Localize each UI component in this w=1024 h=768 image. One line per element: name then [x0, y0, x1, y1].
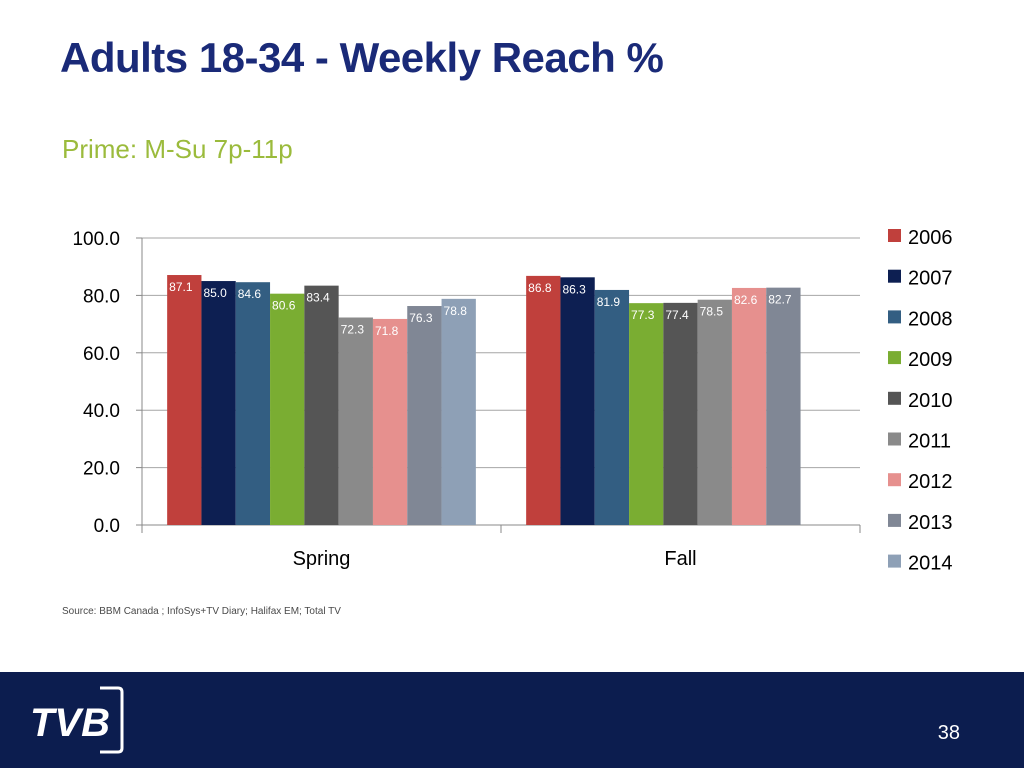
tvb-logo: TVB — [30, 686, 124, 754]
bar — [441, 298, 476, 525]
footer-band — [0, 672, 1024, 768]
legend-swatch — [888, 513, 901, 527]
legend-swatch — [888, 391, 901, 405]
bar — [594, 289, 630, 525]
y-tick-label: 20.0 — [83, 459, 120, 480]
legend-swatch — [888, 432, 901, 446]
bar — [235, 282, 271, 525]
bar — [338, 317, 373, 525]
legend-label: 2006 — [908, 227, 953, 249]
bar — [731, 287, 767, 525]
data-label: 77.3 — [631, 308, 655, 322]
bar — [304, 285, 339, 525]
data-label: 76.3 — [409, 311, 433, 325]
legend-swatch — [888, 229, 901, 242]
bar — [407, 306, 442, 525]
legend-swatch — [888, 269, 901, 283]
bar — [372, 318, 408, 525]
data-label: 80.6 — [272, 299, 296, 313]
bar — [697, 299, 732, 525]
legend-label: 2008 — [908, 308, 953, 330]
axes: 0.0 20.0 40.0 60.0 80.0 100.0 Spring Fall — [72, 229, 861, 570]
bars — [167, 275, 801, 525]
legend-swatch — [888, 473, 901, 487]
bar — [526, 275, 561, 525]
bar — [167, 275, 202, 525]
legend-swatch — [888, 351, 901, 365]
bar — [766, 287, 801, 525]
legend-label: 2013 — [908, 512, 953, 534]
page-number: 38 — [937, 722, 960, 744]
y-tick-label: 40.0 — [83, 401, 120, 422]
data-label: 72.3 — [341, 322, 365, 336]
slide-subtitle: Prime: M-Su 7p-11p — [62, 134, 293, 164]
data-label: 71.8 — [375, 324, 399, 338]
data-labels: 87.1 85.0 84.6 80.6 83.4 72.3 71.8 76.3 78.8 86.8… — [169, 280, 792, 338]
data-label: 86.8 — [528, 281, 552, 295]
legend-label: 2012 — [908, 471, 953, 493]
y-tick-label: 0.0 — [94, 516, 120, 537]
bar — [629, 303, 664, 525]
category-label: Spring — [293, 548, 351, 570]
legend-swatch — [888, 310, 901, 324]
legend-label: 2007 — [908, 268, 953, 290]
legend-swatch — [888, 554, 901, 568]
bar — [201, 281, 236, 525]
data-label: 82.7 — [768, 293, 792, 307]
data-label: 85.0 — [203, 286, 227, 300]
data-label: 78.5 — [700, 305, 724, 319]
data-label: 87.1 — [169, 280, 193, 294]
data-label: 81.9 — [597, 295, 621, 309]
y-tick-label: 60.0 — [83, 344, 120, 365]
legend-label: 2009 — [908, 349, 953, 371]
category-label: Fall — [664, 548, 696, 570]
data-label: 77.4 — [665, 308, 689, 322]
data-label: 83.4 — [306, 291, 330, 305]
y-tick-label: 80.0 — [83, 286, 120, 307]
logo-text: TVB — [30, 701, 110, 745]
legend: 2006 2007 2008 2009 2010 2011 2012 2013 2014 — [888, 227, 953, 575]
legend-label: 2014 — [908, 553, 953, 575]
y-tick-label: 100.0 — [72, 229, 120, 250]
slide-title: Adults 18-34 - Weekly Reach % — [60, 34, 664, 81]
legend-label: 2011 — [908, 431, 951, 453]
data-label: 86.3 — [562, 282, 586, 296]
data-label: 78.8 — [444, 304, 468, 318]
bar — [663, 302, 698, 525]
bar — [560, 277, 595, 525]
data-label: 82.6 — [734, 293, 758, 307]
data-label: 84.6 — [238, 287, 262, 301]
legend-label: 2010 — [908, 390, 953, 412]
source-note: Source: BBM Canada ; InfoSys+TV Diary; H… — [62, 606, 341, 617]
bar — [270, 293, 305, 525]
